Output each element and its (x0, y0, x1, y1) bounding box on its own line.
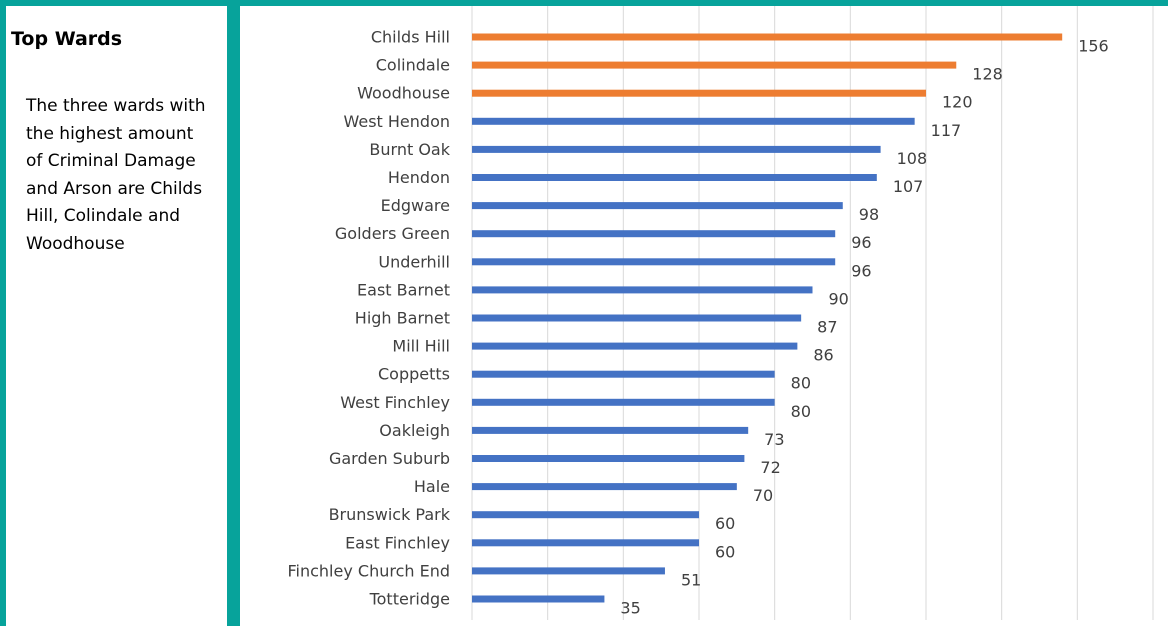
bar (472, 174, 877, 181)
category-label: Golders Green (335, 224, 450, 243)
category-label: Woodhouse (357, 84, 450, 103)
category-label: Hendon (388, 168, 450, 187)
bar (472, 539, 699, 547)
category-label: Underhill (378, 252, 450, 271)
value-label: 60 (715, 514, 735, 533)
value-label: 73 (764, 430, 784, 449)
value-label: 70 (753, 486, 773, 505)
summary-title: Top Wards (11, 28, 123, 50)
bar (472, 314, 802, 322)
bar (472, 595, 605, 603)
bar (472, 33, 1063, 41)
category-label: High Barnet (355, 309, 450, 328)
category-label: Coppetts (378, 365, 450, 384)
value-labels: 1561281201171081079896969087868080737270… (620, 37, 1108, 618)
value-label: 90 (829, 289, 849, 308)
bar (472, 286, 813, 294)
value-label: 72 (760, 458, 780, 477)
bar (472, 511, 699, 519)
value-label: 120 (942, 93, 973, 112)
category-label: East Finchley (345, 533, 450, 552)
bars (472, 33, 1063, 603)
bar (472, 117, 915, 125)
value-label: 107 (893, 177, 924, 196)
category-label: East Barnet (357, 280, 450, 299)
category-label: Garden Suburb (329, 449, 450, 468)
bar (472, 258, 836, 266)
category-label: West Finchley (340, 393, 450, 412)
category-label: Colindale (376, 56, 450, 75)
bar (472, 342, 798, 350)
chart-panel: Childs Hill Colindale Woodhouse West Hendon… (240, 6, 1168, 626)
bar (472, 567, 665, 575)
category-label: West Hendon (343, 112, 450, 131)
value-label: 98 (859, 205, 879, 224)
category-label: Edgware (381, 196, 450, 215)
category-label: Childs Hill (371, 28, 450, 47)
value-label: 96 (851, 261, 871, 280)
category-label: Totteridge (369, 590, 450, 609)
value-label: 86 (813, 346, 833, 365)
category-label: Hale (414, 477, 450, 496)
bar (472, 455, 745, 462)
bar (472, 145, 881, 153)
value-label: 96 (851, 233, 871, 252)
bar (472, 483, 737, 491)
bar (472, 230, 836, 238)
value-label: 80 (791, 374, 811, 393)
bar (472, 61, 957, 69)
value-label: 80 (791, 402, 811, 421)
category-label: Brunswick Park (329, 505, 451, 524)
category-label: Mill Hill (392, 337, 450, 356)
category-label: Finchley Church End (287, 561, 450, 580)
category-labels: Childs Hill Colindale Woodhouse West Hendon… (287, 28, 450, 609)
value-label: 108 (897, 149, 928, 168)
value-label: 35 (620, 599, 640, 618)
ward-bar-chart: Childs Hill Colindale Woodhouse West Hendon… (287, 6, 1154, 620)
bar (472, 426, 749, 434)
category-label: Oakleigh (379, 421, 450, 440)
summary-panel: Top Wards The three wards with the highe… (6, 6, 227, 626)
value-label: 51 (681, 570, 701, 589)
bar (472, 370, 775, 378)
value-label: 128 (972, 65, 1003, 84)
value-label: 117 (931, 121, 962, 140)
category-label: Burnt Oak (369, 140, 450, 159)
summary-text: The three wards with the highest amount … (26, 96, 206, 254)
bar (472, 398, 775, 406)
bar (472, 202, 843, 210)
gridlines (471, 6, 1154, 620)
bar (472, 89, 926, 97)
value-label: 60 (715, 542, 735, 561)
value-label: 87 (817, 318, 837, 337)
value-label: 156 (1078, 37, 1109, 56)
